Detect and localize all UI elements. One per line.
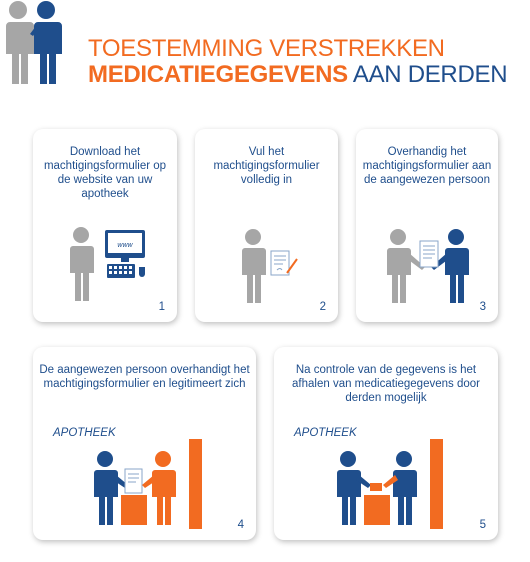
pharmacy-pickup-icon <box>337 439 443 529</box>
pharmacy-label: APOTHEEK <box>294 427 357 439</box>
step-text-4: De aangewezen persoon overhandigt het ma… <box>39 364 250 390</box>
step-card-5: Na controle van de gegevens is het afhal… <box>274 347 498 540</box>
step-card-4: De aangewezen persoon overhandigt het ma… <box>33 347 256 540</box>
title-rest: AAN DERDEN <box>347 61 508 88</box>
pharmacy-label: APOTHEEK <box>53 427 116 439</box>
page-title: TOESTEMMING VERSTREKKEN MEDICATIEGEGEVEN… <box>88 36 528 88</box>
title-line-2: MEDICATIEGEGEVENS AAN DERDEN <box>88 62 528 88</box>
screen-label: www <box>117 242 133 249</box>
step-number-5: 5 <box>479 519 486 531</box>
person-form-icon <box>242 229 298 303</box>
pharmacy-counter-icon <box>94 439 202 529</box>
step-number-2: 2 <box>319 301 326 313</box>
step-text-5: Na controle van de gegevens is het afhal… <box>292 364 480 404</box>
title-line-1: TOESTEMMING VERSTREKKEN <box>88 35 445 62</box>
step-number-4: 4 <box>237 519 244 531</box>
title-bold: MEDICATIEGEGEVENS <box>88 61 348 88</box>
two-persons-icon <box>6 1 62 84</box>
step-number-3: 3 <box>479 301 486 313</box>
step-number-1: 1 <box>158 301 165 313</box>
step-card-2: Vul het machtigingsformulier volledig in… <box>195 129 338 322</box>
step-card-1: Download het machtigingsformulier op de … <box>33 129 177 322</box>
step-text-2: Vul het machtigingsformulier volledig in <box>213 146 320 186</box>
person-computer-icon: www <box>70 227 145 301</box>
step-card-3: Overhandig het machtigingsformulier aan … <box>356 129 498 322</box>
step-text-1: Download het machtigingsformulier op de … <box>43 146 167 200</box>
handover-icon <box>387 229 469 303</box>
step-text-3: Overhandig het machtigingsformulier aan … <box>362 146 492 186</box>
